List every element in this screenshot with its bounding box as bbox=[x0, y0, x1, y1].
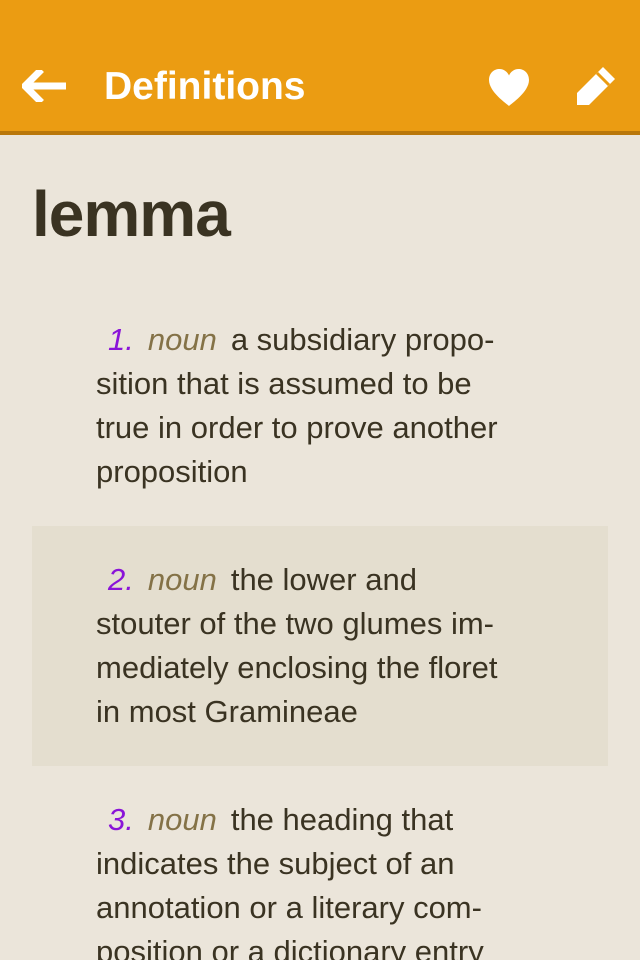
definition-item: 2. noun the lower and stouter of the two g… bbox=[32, 526, 608, 766]
definition-text: the lower and bbox=[230, 562, 417, 597]
definition-number: 2. bbox=[108, 562, 134, 597]
part-of-speech: noun bbox=[147, 562, 217, 597]
definition-line: indicates the subject of an bbox=[96, 846, 455, 881]
definition-line: 2. noun the lower and bbox=[96, 558, 564, 602]
definition-number: 3. bbox=[108, 802, 134, 837]
part-of-speech: noun bbox=[147, 322, 217, 357]
heart-icon bbox=[489, 69, 529, 106]
back-button[interactable] bbox=[18, 62, 72, 110]
nav-bar: Definitions bbox=[0, 0, 640, 135]
definition-line: position or a dictionary entry bbox=[96, 934, 484, 960]
definition-item: 1. noun a subsidiary propo- sition that is… bbox=[32, 318, 608, 494]
part-of-speech: noun bbox=[147, 802, 217, 837]
definition-line: stouter of the two glumes im- bbox=[96, 606, 494, 641]
favorite-button[interactable] bbox=[484, 62, 534, 112]
definition-item: 3. noun the heading that indicates the sub… bbox=[32, 798, 608, 960]
definition-line: annotation or a literary com- bbox=[96, 890, 482, 925]
edit-button[interactable] bbox=[570, 60, 622, 112]
definition-line: proposition bbox=[96, 454, 248, 489]
arrow-left-icon bbox=[22, 70, 66, 102]
headword: lemma bbox=[32, 178, 231, 250]
definition-line: 1. noun a subsidiary propo- bbox=[96, 318, 564, 362]
definition-line: sition that is assumed to be bbox=[96, 366, 472, 401]
definition-line: 3. noun the heading that bbox=[96, 798, 564, 842]
definition-text: the heading that bbox=[230, 802, 454, 837]
definition-number: 1. bbox=[108, 322, 134, 357]
pencil-icon bbox=[577, 67, 615, 105]
definition-text: a subsidiary propo- bbox=[230, 322, 495, 357]
definition-line: in most Gramineae bbox=[96, 694, 358, 729]
definition-line: mediately enclosing the floret bbox=[96, 650, 498, 685]
definition-line: true in order to prove another bbox=[96, 410, 498, 445]
page-title: Definitions bbox=[104, 65, 306, 108]
